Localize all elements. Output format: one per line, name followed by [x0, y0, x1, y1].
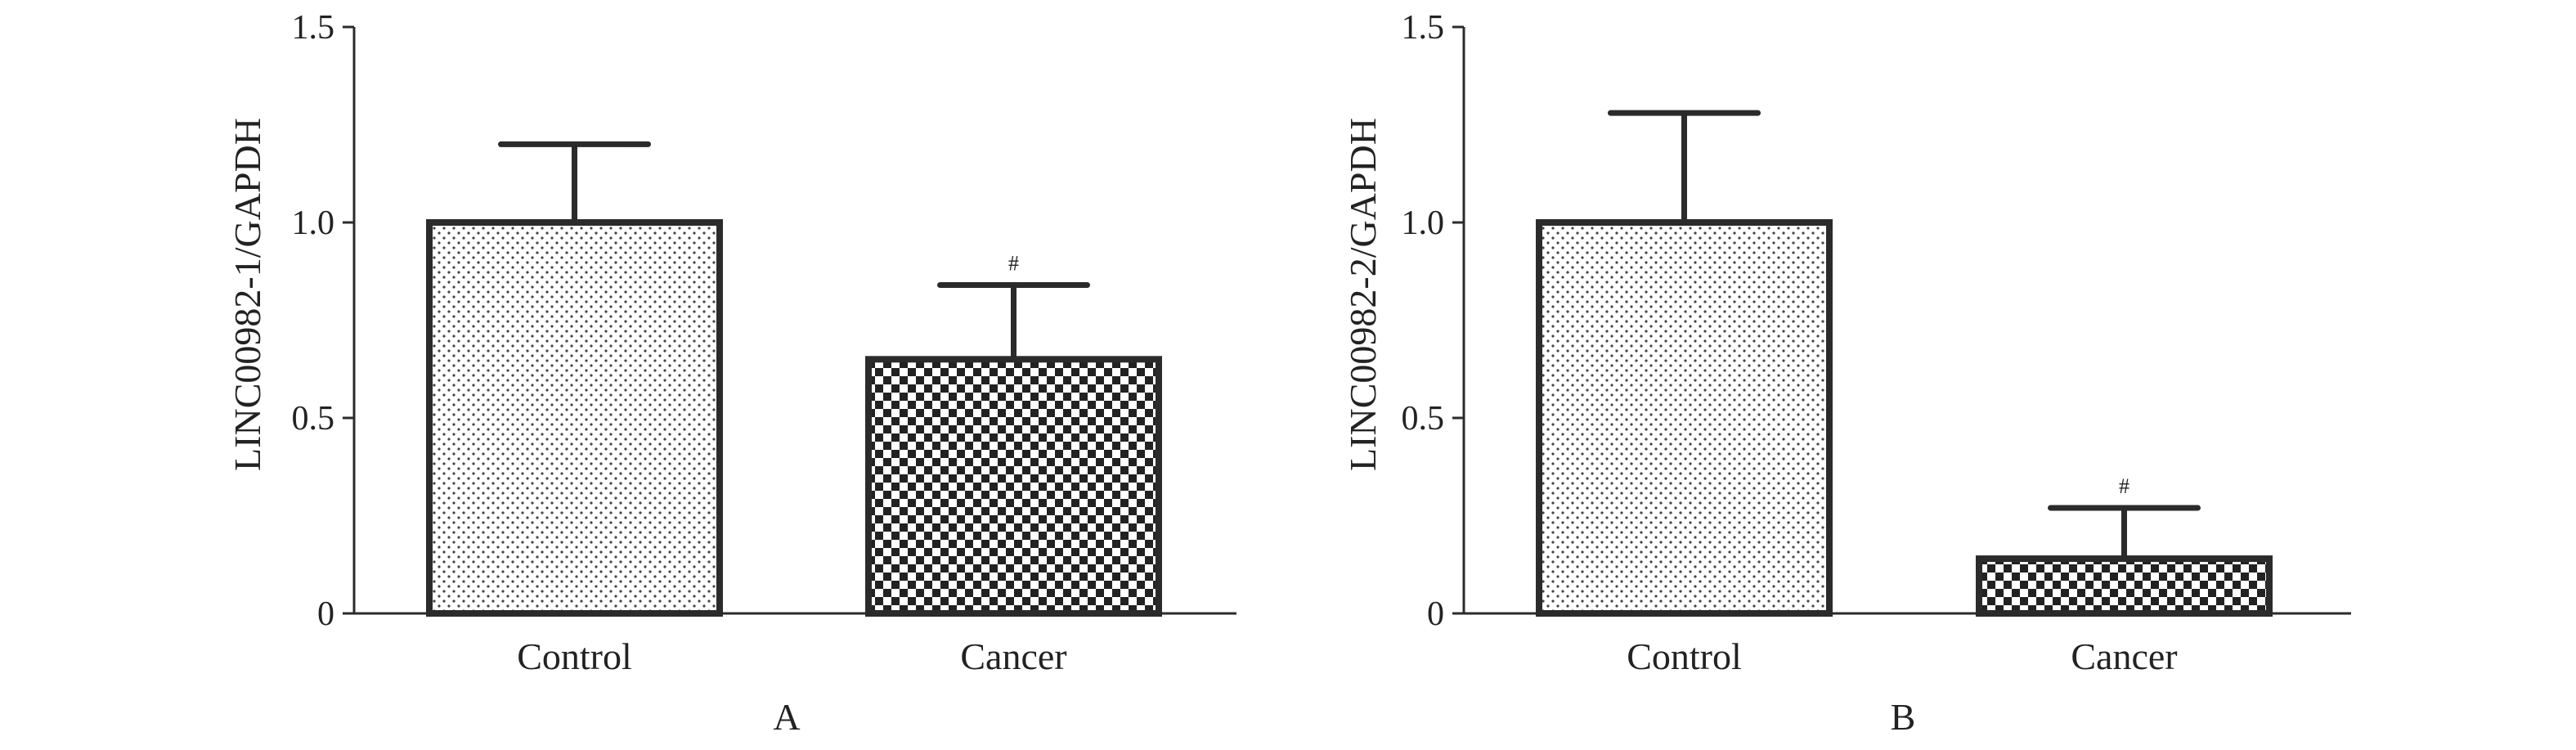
chart-panel-a: LINC00982-1/GAPDH A 0 0.5 1.0 1.5 Control Can… [227, 9, 1236, 738]
bar [865, 356, 1162, 617]
bar [1536, 219, 1833, 617]
y-tick-label: 0 [1427, 595, 1444, 633]
bar [426, 219, 723, 617]
x-category-label: Cancer [960, 635, 1066, 677]
y-tick-label: 0 [317, 595, 334, 633]
x-category-label: Control [1627, 635, 1742, 677]
y-tick-label: 0.5 [1402, 400, 1445, 438]
y-tick-label: 1.0 [292, 204, 335, 242]
panel-label: B [1891, 696, 1916, 738]
x-category-label: Cancer [2071, 635, 2177, 677]
significance-mark: # [2119, 474, 2129, 498]
chart-panel-b: LINC00982-2/GAPDH B 0 0.5 1.0 1.5 Control Can… [1342, 9, 2351, 738]
y-tick-label: 1.5 [292, 9, 335, 47]
y-tick-label: 0.5 [292, 400, 335, 438]
bar [1976, 555, 2273, 618]
y-tick-label: 1.0 [1402, 204, 1445, 242]
y-axis-title: LINC00982-2/GAPDH [1342, 118, 1384, 471]
significance-mark: # [1008, 251, 1019, 275]
y-tick-label: 1.5 [1402, 9, 1445, 47]
y-axis-title: LINC00982-1/GAPDH [227, 118, 268, 471]
panel-label: A [773, 696, 800, 738]
x-category-label: Control [517, 635, 632, 677]
